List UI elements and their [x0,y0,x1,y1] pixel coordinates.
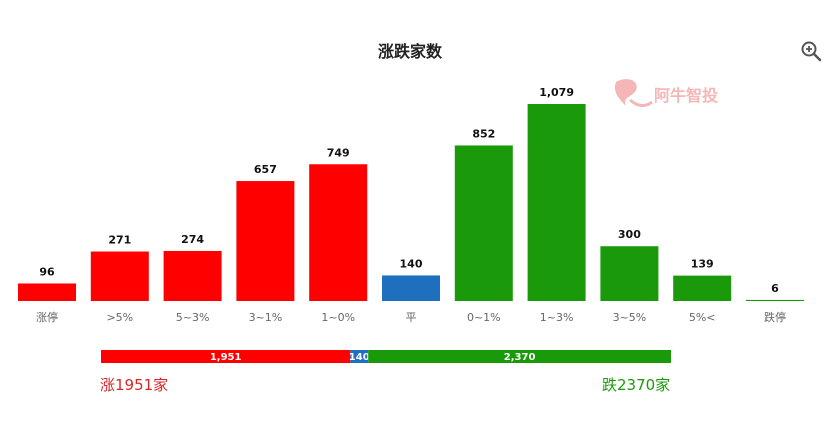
x-tick-label: 平 [406,311,417,324]
x-tick-label: 1~3% [540,311,574,324]
x-tick-label: 5~3% [176,311,210,324]
bar-5[interactable] [382,275,440,301]
watermark-logo: 阿牛智投 [614,79,718,107]
bar-value-label: 96 [39,265,55,278]
bar-value-label: 852 [472,127,495,140]
bar-3[interactable] [236,181,295,301]
bar-value-label: 139 [691,258,714,271]
bar-value-label: 6 [771,282,779,295]
bar-1[interactable] [90,251,149,301]
x-tick-label: 1~0% [321,311,355,324]
bar-value-label: 749 [327,146,350,159]
bar-6[interactable] [454,145,513,301]
x-tick-label: 跌停 [764,310,786,324]
x-tick-label: 5%< [689,311,716,324]
summary-segment-1 [350,350,369,363]
summary-bar: 1,951 140 2,370 [101,350,671,363]
chart-title: 涨跌家数 [378,42,443,61]
up-count-text: 涨1951家 [100,376,169,394]
watermark-text: 阿牛智投 [654,86,718,105]
zoom-in-icon[interactable] [800,40,822,62]
bar-value-label: 1,079 [539,86,574,99]
bar-9[interactable] [673,275,732,301]
bar-value-label: 274 [181,233,204,246]
bars-layer: 96 涨停 271 >5% 274 5~3% 657 3~1% 749 1~0% 140 平 852 0~… [18,86,804,324]
bar-8[interactable] [600,246,659,301]
summary-segment-0 [101,350,351,363]
x-tick-label: >5% [106,311,133,324]
x-tick-label: 涨停 [36,310,58,324]
bar-7[interactable] [527,104,586,301]
bar-value-label: 271 [108,234,131,247]
down-count-text: 跌2370家 [602,376,671,394]
x-tick-label: 3~5% [613,311,647,324]
x-tick-label: 0~1% [467,311,501,324]
bar-2[interactable] [163,250,222,301]
summary-segment-label: 140 [349,352,370,363]
bar-value-label: 140 [400,257,423,270]
summary-segment-label: 2,370 [504,352,536,363]
bar-4[interactable] [309,164,368,301]
summary-segment-label: 1,951 [210,352,242,363]
bar-value-label: 657 [254,163,277,176]
summary-segment-2 [368,350,671,363]
bar-0[interactable] [18,283,76,301]
bar-10[interactable] [746,299,804,301]
bar-value-label: 300 [618,228,641,241]
x-tick-label: 3~1% [249,311,283,324]
